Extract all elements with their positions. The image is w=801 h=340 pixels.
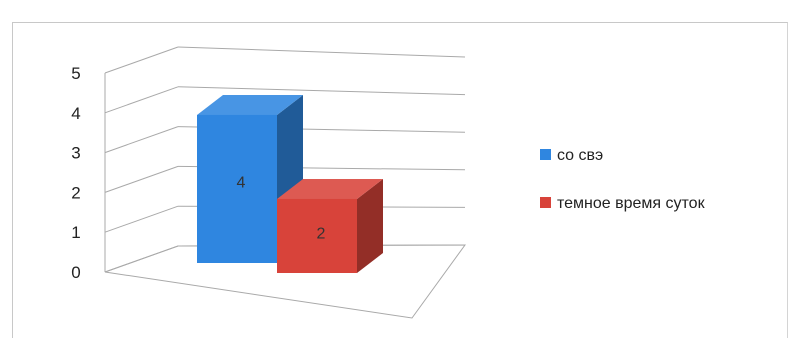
back-gridline [177,86,466,96]
y-tick-label: 1 [71,223,80,242]
bar-top-face [197,94,303,115]
side-gridline [104,205,179,233]
bars [197,94,383,273]
legend-swatch [540,197,551,208]
chart-floor [104,244,466,319]
back-gridline [177,46,466,58]
y-tick-label: 5 [71,64,80,83]
y-axis-ticks: 0 1 2 3 4 5 [71,64,80,282]
legend-label: со свэ [557,147,603,164]
y-tick-label: 0 [71,263,80,282]
y-tick-label: 4 [71,104,80,123]
legend: со свэ темное время суток [540,147,706,212]
bar-front-face [277,198,357,273]
bar-2 [277,178,383,273]
bar-top-face [277,178,383,199]
legend-swatch [540,149,551,160]
side-gridline [104,126,179,154]
side-gridline [104,165,179,193]
bar-front-face [197,114,277,263]
y-tick-label: 3 [71,144,80,163]
data-labels: 42 [237,175,326,243]
side-gridline [104,86,179,114]
legend-label: темное время суток [557,195,706,212]
legend-item: темное время суток [540,195,706,212]
data-label: 4 [237,175,246,192]
y-tick-label: 2 [71,183,80,202]
side-gridline [104,46,179,74]
legend-item: со свэ [540,147,603,164]
chart-area [12,22,788,338]
bar-side-face [357,178,383,273]
data-label: 2 [317,225,326,242]
